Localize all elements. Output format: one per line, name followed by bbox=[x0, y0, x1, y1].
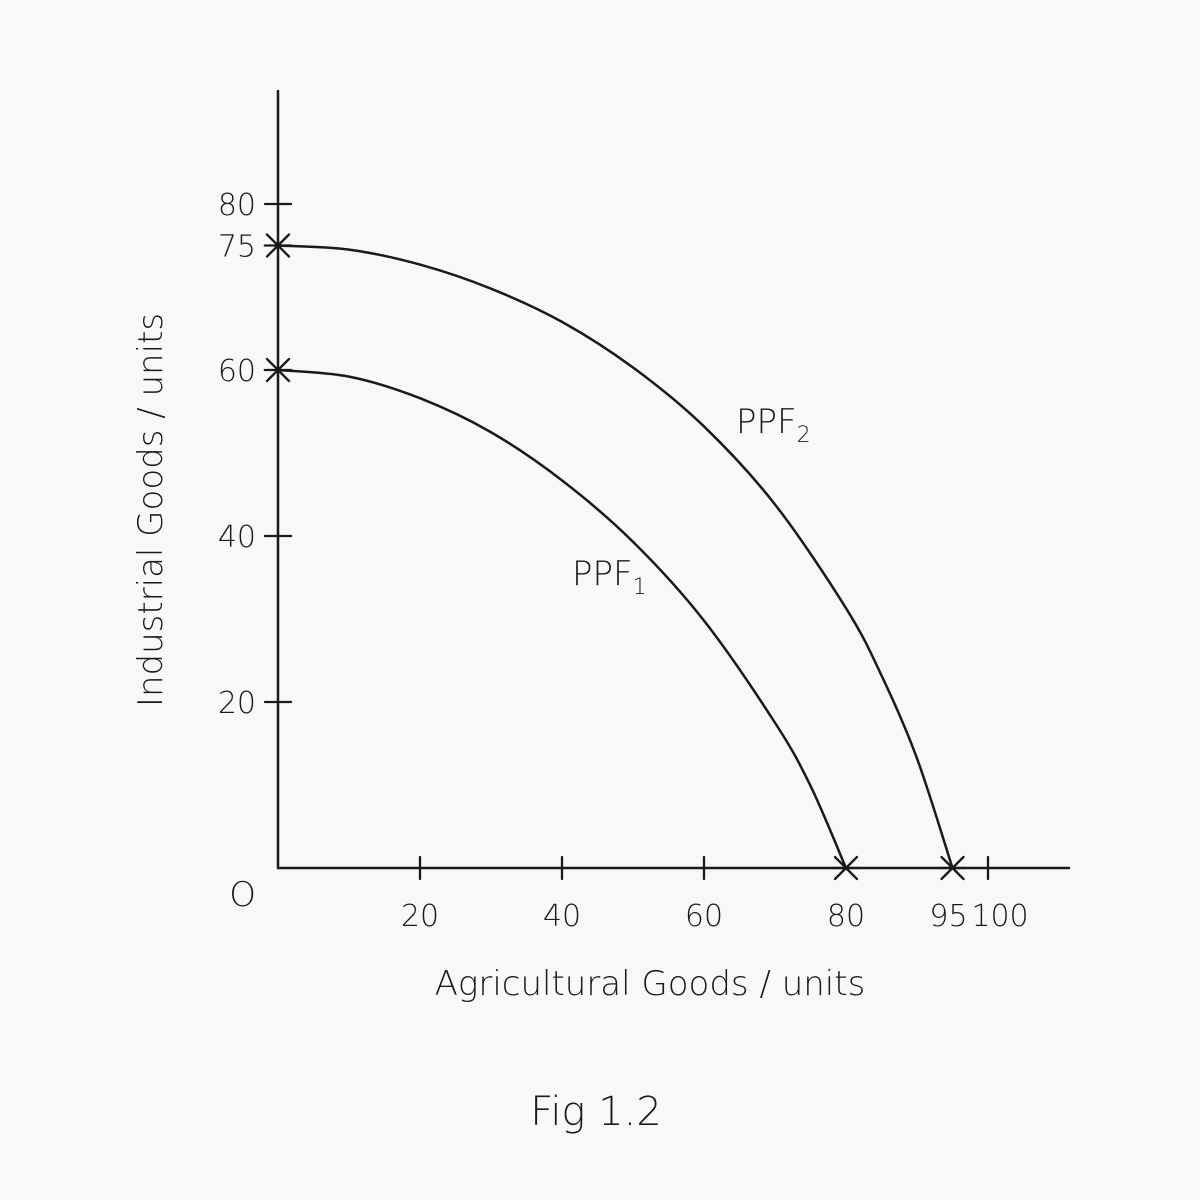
series-line-ppf2 bbox=[276, 244, 954, 870]
series-label-main: PPF bbox=[736, 402, 797, 442]
y-tick-label: 60 bbox=[218, 354, 256, 389]
figure-caption: Fig 1.2 bbox=[530, 1089, 662, 1135]
y-axis-label: Industrial Goods / units bbox=[131, 313, 171, 707]
x-tick-label: 100 bbox=[971, 899, 1028, 934]
x-tick-label: 20 bbox=[401, 899, 439, 934]
series-label-main: PPF bbox=[572, 554, 633, 594]
y-tick-label: 75 bbox=[218, 230, 256, 265]
y-tick-label: 80 bbox=[218, 188, 256, 223]
y-tick-label: 40 bbox=[218, 520, 256, 555]
y-tick-label: 20 bbox=[218, 686, 256, 721]
series-label-ppf1: PPF1 bbox=[572, 554, 647, 600]
x-tick-label: 95 bbox=[929, 899, 967, 934]
series-label-subscript: 2 bbox=[797, 423, 811, 448]
series-label-ppf2: PPF2 bbox=[736, 402, 811, 448]
x-tick-label: 80 bbox=[827, 899, 865, 934]
x-tick-label: 60 bbox=[685, 899, 723, 934]
series-label-subscript: 1 bbox=[633, 575, 647, 600]
x-tick-label: 40 bbox=[543, 899, 581, 934]
series-line-ppf1 bbox=[276, 368, 848, 870]
origin-label: O bbox=[229, 875, 256, 915]
x-axis-label: Agricultural Goods / units bbox=[435, 964, 866, 1004]
